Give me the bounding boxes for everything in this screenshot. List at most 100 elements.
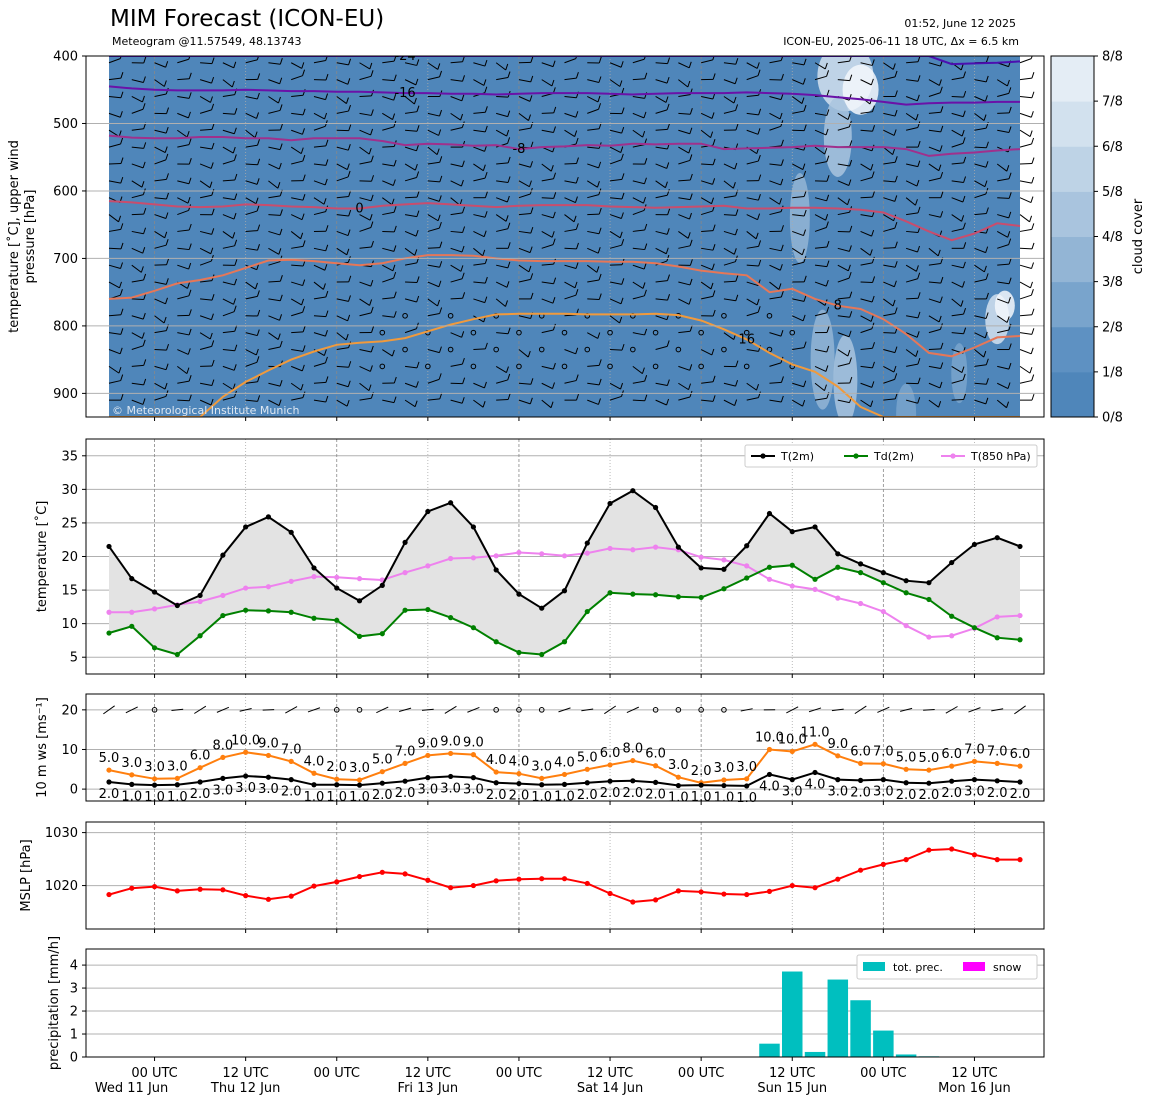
wind-barb-flag	[963, 176, 967, 183]
wind-barb-flag	[143, 207, 147, 215]
wind-barb-flag	[210, 313, 214, 320]
wind-barb-flag	[439, 175, 443, 183]
series-point	[470, 775, 476, 781]
wind-barb-flag	[211, 294, 215, 301]
wind-barb-calm	[607, 363, 613, 370]
wind-barb-flag	[712, 395, 716, 402]
wind-barb-flag	[1030, 56, 1033, 59]
wind-barb	[450, 230, 463, 233]
wind-barb	[131, 399, 144, 405]
wind-barb	[678, 231, 689, 239]
gust-value-label: 6.0	[645, 747, 666, 762]
wind-barb-flag	[664, 181, 668, 188]
wind-barb-flag	[552, 297, 556, 304]
wind-barb	[222, 62, 234, 69]
wind-barb-flag	[666, 228, 670, 235]
legend-marker	[853, 453, 859, 459]
wind-barb-flag	[530, 226, 534, 234]
isotherm-label: -24	[394, 49, 415, 64]
location-subtitle: Meteogram @11.57549, 48.13743	[112, 35, 302, 48]
wind-barb	[701, 399, 714, 402]
wind-barb-flag	[757, 69, 761, 76]
wind-barb-flag	[712, 309, 716, 317]
wind-barb	[928, 163, 940, 172]
wind-barb-flag	[940, 342, 944, 350]
wind-barb-flag	[779, 198, 783, 205]
wind-barb-flag	[598, 227, 602, 234]
wind-barb-flag	[210, 162, 214, 169]
wind-barb	[108, 143, 121, 148]
wind-barb	[199, 79, 212, 84]
wind-barb	[496, 77, 509, 81]
wind-barb	[427, 298, 438, 307]
wind-barb	[1019, 380, 1032, 384]
series-point	[653, 504, 659, 511]
series-point	[766, 564, 773, 570]
wind-barb	[587, 399, 599, 405]
legend-entry: T(2m)	[780, 450, 814, 463]
wind-barb-flag	[414, 163, 418, 171]
wind-barb	[587, 247, 599, 254]
series-point	[857, 867, 864, 873]
wind-barb-flag	[892, 299, 896, 307]
wind-barb	[154, 349, 167, 351]
wind-barb-flag	[575, 56, 578, 59]
wind-barb-flag	[370, 279, 374, 287]
wind-barb	[746, 245, 759, 249]
wind-barb-flag	[758, 174, 762, 181]
wind-barb	[837, 163, 850, 167]
wind-barb-flag	[119, 281, 122, 289]
wind-barb	[154, 244, 167, 249]
wind-barb	[997, 281, 1010, 285]
wind-barb-flag	[484, 171, 488, 179]
wind-barb-flag	[1008, 238, 1012, 245]
series-point	[197, 765, 203, 771]
wind-barb-flag	[143, 273, 147, 281]
series-point	[994, 857, 1000, 863]
wind-barb-flag	[552, 362, 556, 370]
wind-barb-flag	[300, 147, 304, 154]
mean-wind-value-label: 2.0	[372, 788, 393, 803]
wind-barb	[860, 365, 873, 369]
wind-barb	[792, 195, 805, 199]
wind-barb	[883, 247, 896, 249]
wind-barb	[678, 112, 691, 115]
wind-barb	[222, 179, 235, 182]
wind-barb-flag	[392, 179, 396, 186]
wind-barb-flag	[917, 292, 921, 299]
upper-panel-ytick-label: 400	[53, 50, 78, 65]
wind-barb-flag	[688, 383, 692, 390]
wind-barb-flag	[666, 76, 670, 84]
wind-barb	[1019, 112, 1032, 118]
series-point	[812, 576, 818, 582]
wind-barb	[655, 399, 667, 406]
wind-barb	[996, 79, 1008, 87]
wind-barb-flag	[940, 191, 944, 198]
x-tick-label: 00 UTC	[496, 1066, 542, 1081]
wind-barb	[313, 59, 326, 64]
series-point	[243, 524, 249, 530]
gust-value-label: 7.0	[873, 745, 894, 760]
wind-barb	[746, 160, 759, 165]
wind-barb-flag	[1008, 362, 1012, 370]
run-time: 01:52, June 12 2025	[904, 17, 1016, 30]
wind-barb-flag	[689, 212, 692, 220]
precip-panel-ytick-label: 0	[70, 1051, 78, 1066]
wind-barb	[427, 264, 440, 268]
wind-barb	[359, 227, 372, 232]
surface-wind-barb	[558, 707, 571, 713]
mean-wind-value-label: 2.0	[919, 788, 940, 803]
wind-barb-flag	[575, 374, 579, 381]
mean-wind-value-label: 2.0	[1010, 787, 1031, 802]
surface-wind-barb-calm	[493, 707, 499, 713]
wind-barb	[792, 298, 805, 302]
wind-barb-flag	[507, 110, 511, 117]
wind-barb-flag	[461, 160, 465, 167]
wind-barb	[632, 129, 643, 138]
wind-barb-flag	[780, 290, 784, 298]
wind-barb	[997, 197, 1010, 199]
chart-title: MIM Forecast (ICON-EU)	[110, 6, 385, 32]
wind-barb	[996, 231, 1008, 238]
wind-barb	[177, 78, 190, 81]
